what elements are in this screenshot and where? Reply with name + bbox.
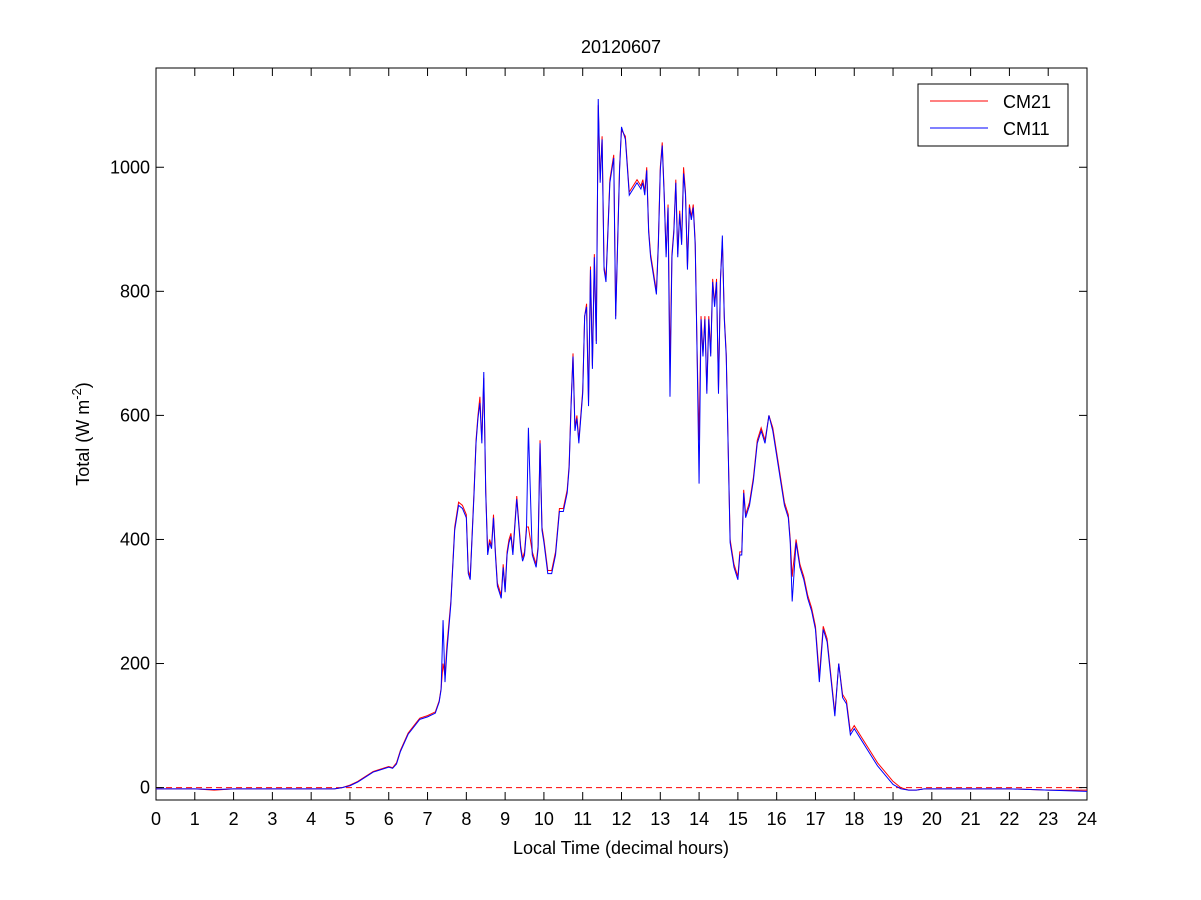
x-tick-label: 4 — [306, 809, 316, 829]
y-tick-label: 800 — [120, 281, 150, 301]
y-axis-title-superscript: -2 — [69, 388, 84, 400]
x-tick-label: 10 — [534, 809, 554, 829]
x-tick-label: 21 — [961, 809, 981, 829]
x-tick-label: 19 — [883, 809, 903, 829]
legend-label-cm21: CM21 — [1003, 92, 1051, 112]
x-tick-label: 24 — [1077, 809, 1097, 829]
x-tick-label: 15 — [728, 809, 748, 829]
y-tick-label: 400 — [120, 529, 150, 549]
series-line-cm11 — [156, 99, 1088, 792]
y-tick-label: 1000 — [110, 157, 150, 177]
x-tick-label: 23 — [1038, 809, 1058, 829]
series-lines — [156, 99, 1088, 792]
x-tick-label: 17 — [805, 809, 825, 829]
y-tick-label: 200 — [120, 654, 150, 674]
legend-box — [917, 83, 1069, 147]
y-axis-ticks: 0 200 400 600 800 1000 — [110, 157, 1087, 798]
legend-label-cm11: CM11 — [1003, 119, 1050, 139]
x-axis-title: Local Time (decimal hours) — [513, 838, 729, 858]
x-tick-label: 11 — [573, 809, 592, 829]
x-tick-label: 2 — [229, 809, 239, 829]
x-tick-label: 7 — [423, 809, 433, 829]
y-tick-label: 600 — [120, 405, 150, 425]
x-tick-label: 16 — [767, 809, 787, 829]
x-tick-label: 14 — [689, 809, 709, 829]
x-tick-label: 13 — [650, 809, 670, 829]
x-tick-label: 8 — [461, 809, 471, 829]
legend: CM21 CM11 — [917, 83, 1069, 147]
y-tick-label: 0 — [140, 778, 150, 798]
x-tick-label: 9 — [500, 809, 510, 829]
x-tick-label: 20 — [922, 809, 942, 829]
x-tick-label: 3 — [267, 809, 277, 829]
x-tick-label: 18 — [844, 809, 864, 829]
y-axis-title-close: ) — [73, 382, 93, 388]
chart-title: 20120607 — [581, 37, 661, 57]
x-axis-ticks: 0 1 2 3 4 5 6 7 8 9 10 11 12 13 14 15 16 17 18 19 20 21 22 23 24 — [151, 68, 1097, 829]
x-tick-label: 22 — [999, 809, 1019, 829]
y-axis-title-main: Total (W m — [73, 400, 93, 486]
x-tick-label: 6 — [384, 809, 394, 829]
y-axis-title: Total (W m-2) — [69, 382, 93, 486]
plot-area-frame — [155, 67, 1088, 801]
x-tick-label: 12 — [611, 809, 631, 829]
x-tick-label: 5 — [345, 809, 355, 829]
x-tick-label: 0 — [151, 809, 161, 829]
x-tick-label: 1 — [190, 809, 200, 829]
